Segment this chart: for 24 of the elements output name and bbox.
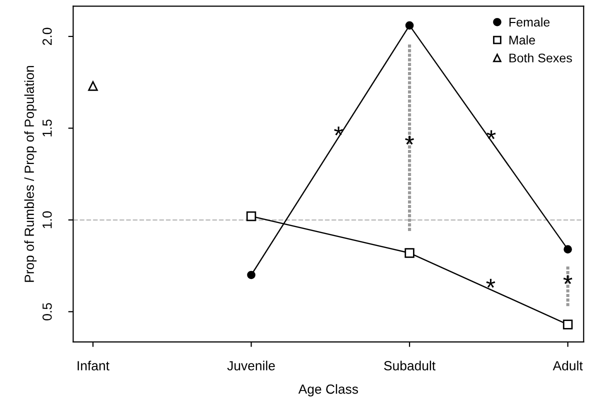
y-tick-label: 2.0 — [42, 28, 52, 45]
annotation: * — [405, 136, 414, 145]
y-tick-label: 1.5 — [42, 120, 52, 136]
point — [562, 320, 573, 330]
point — [247, 270, 256, 280]
point — [405, 21, 414, 30]
x-tick-label: Infant — [78, 360, 110, 370]
annotation: * — [486, 130, 496, 140]
point — [246, 211, 256, 222]
y-tick-label: 0.5 — [42, 303, 52, 320]
point — [88, 81, 98, 91]
x-tick-label: Juvenile — [227, 360, 275, 370]
point — [564, 245, 572, 254]
y-axis-title: Prop of Rumbles / Prop of Population — [24, 66, 37, 282]
point — [404, 248, 414, 258]
x-tick-label: Subadult — [384, 360, 436, 370]
legend-label: Both Sexes — [509, 53, 572, 62]
annotation: * — [563, 275, 572, 284]
x-tick-label: Adult — [552, 360, 583, 370]
x-axis-title: Age Class — [298, 384, 358, 396]
legend-label: Female — [509, 17, 550, 27]
y-tick-label: 1.0 — [42, 211, 52, 228]
legend-label: Male — [509, 35, 535, 45]
annotation: * — [486, 278, 496, 288]
